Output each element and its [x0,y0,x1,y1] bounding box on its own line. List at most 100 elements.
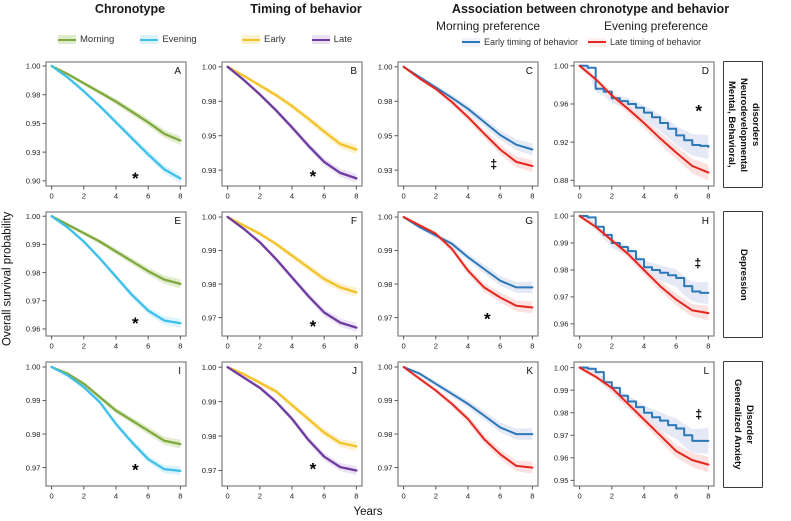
panel-i: 1.00 0.99 0.98 0.97 0 2 4 6 8 I * [16,354,192,504]
svg-text:6: 6 [146,192,150,201]
svg-text:0.99: 0.99 [378,246,393,255]
svg-text:G: G [525,216,533,227]
svg-text:0.98: 0.98 [378,97,393,106]
svg-text:4: 4 [290,492,294,501]
svg-text:0.99: 0.99 [378,396,393,405]
panel-J-chart: 1.00 0.99 0.98 0.97 0 2 4 6 8 J * [202,361,363,501]
panel-F-chart: 1.00 0.99 0.98 0.97 0 2 4 6 8 F * [202,211,363,351]
column-title-association: Association between chronotype and behav… [451,2,730,16]
svg-text:1.00: 1.00 [554,212,569,221]
svg-text:0.95: 0.95 [554,476,569,485]
svg-text:‡: ‡ [694,257,701,271]
svg-text:0.97: 0.97 [554,431,569,440]
subheader-morning-preference: Morning preference [435,19,541,33]
svg-text:0.88: 0.88 [554,176,569,185]
panel-H-chart: 1.00 0.99 0.98 0.97 0.96 0 2 4 6 8 H ‡ [554,211,715,351]
panel-e: 1.00 0.99 0.98 0.97 0.96 0 2 4 6 8 E * [16,204,192,354]
svg-text:6: 6 [674,192,678,201]
svg-text:0.97: 0.97 [378,313,393,322]
legend-label: Early [264,34,286,45]
svg-text:0.98: 0.98 [202,280,217,289]
svg-text:6: 6 [674,342,678,351]
svg-text:‡: ‡ [490,157,497,171]
legend-item-morning: Morning [58,34,114,45]
svg-text:F: F [351,216,357,227]
svg-text:4: 4 [114,492,118,501]
svg-text:8: 8 [706,342,710,351]
legend-label: Evening [162,34,197,45]
svg-text:*: * [132,314,139,333]
svg-text:0.97: 0.97 [378,463,393,472]
late-timing-line-swatch [588,37,607,47]
legend-item-late-timing: Late timing of behavior [588,37,701,47]
svg-text:0: 0 [50,192,54,201]
svg-text:0.99: 0.99 [26,396,41,405]
svg-text:0.98: 0.98 [202,97,217,106]
svg-text:0: 0 [402,192,406,201]
svg-text:4: 4 [290,342,294,351]
legend-item-late: Late [311,34,353,45]
panel-A-chart: 1.00 0.98 0.95 0.93 0.90 0 2 4 6 8 A * [26,61,187,201]
svg-text:D: D [702,66,709,77]
svg-text:0.92: 0.92 [554,138,569,147]
panel-L-chart: 1.00 0.99 0.98 0.97 0.96 0.95 0 2 4 6 8 L ‡ [554,361,715,501]
svg-text:8: 8 [178,342,182,351]
svg-text:1.00: 1.00 [554,363,569,372]
svg-text:0.98: 0.98 [378,430,393,439]
svg-text:1.00: 1.00 [202,363,217,372]
panel-l: 1.00 0.99 0.98 0.97 0.96 0.95 0 2 4 6 8 L ‡ [544,354,720,504]
panel-E-chart: 1.00 0.99 0.98 0.97 0.96 0 2 4 6 8 E * [26,211,187,351]
panel-I-chart: 1.00 0.99 0.98 0.97 0 2 4 6 8 I * [26,361,187,501]
svg-text:2: 2 [610,342,614,351]
legend-label: Late [333,34,353,45]
panel-C-chart: 1.00 0.98 0.95 0.93 0 2 4 6 8 C ‡ [378,61,539,201]
svg-text:C: C [526,66,533,77]
early-line-swatch [242,35,260,44]
svg-text:*: * [132,169,139,188]
svg-text:8: 8 [354,492,358,501]
svg-text:6: 6 [498,492,502,501]
row-label-generalized-anxiety: Generalized Anxiety Disorder [723,361,763,488]
panel-d: 1.00 0.96 0.92 0.88 0 2 4 6 8 D * [544,54,720,204]
svg-text:4: 4 [642,492,646,501]
y-axis-label: Overall survival probability [1,211,14,347]
svg-text:0.98: 0.98 [26,430,41,439]
morning-line-swatch [58,35,76,44]
svg-text:*: * [695,102,702,121]
panel-h: 1.00 0.99 0.98 0.97 0.96 0 2 4 6 8 H ‡ [544,204,720,354]
legend-label: Late timing of behavior [610,37,702,47]
svg-text:0.95: 0.95 [202,131,217,140]
svg-text:1.00: 1.00 [554,62,569,71]
svg-text:L: L [703,366,709,377]
svg-text:1.00: 1.00 [26,62,41,71]
figure-header: Chronotype Timing of behavior Associatio… [0,0,791,54]
svg-text:*: * [484,310,491,329]
svg-text:0.93: 0.93 [202,166,217,175]
svg-text:0: 0 [402,492,406,501]
svg-text:1.00: 1.00 [378,213,393,222]
subheader-evening-preference: Evening preference [603,19,709,33]
svg-text:6: 6 [674,492,678,501]
svg-text:A: A [174,66,181,77]
svg-text:6: 6 [322,342,326,351]
row-label-depression: Depression [723,211,763,338]
svg-text:8: 8 [530,342,534,351]
panel-B-chart: 1.00 0.98 0.95 0.93 0 2 4 6 8 B * [202,61,363,201]
panel-c: 1.00 0.98 0.95 0.93 0 2 4 6 8 C ‡ [368,54,544,204]
svg-text:0.96: 0.96 [554,454,569,463]
svg-text:K: K [526,366,533,377]
svg-text:0.98: 0.98 [378,280,393,289]
svg-text:2: 2 [258,492,262,501]
svg-text:6: 6 [322,492,326,501]
svg-text:4: 4 [114,192,118,201]
legend-item-early: Early [242,34,286,45]
panel-f: 1.00 0.99 0.98 0.97 0 2 4 6 8 F * [192,204,368,354]
svg-text:6: 6 [322,192,326,201]
svg-text:0.97: 0.97 [26,296,41,305]
svg-text:0: 0 [226,192,230,201]
svg-text:0: 0 [578,192,582,201]
legend-item-early-timing: Early timing of behavior [462,37,578,47]
svg-text:2: 2 [258,342,262,351]
svg-text:4: 4 [642,192,646,201]
